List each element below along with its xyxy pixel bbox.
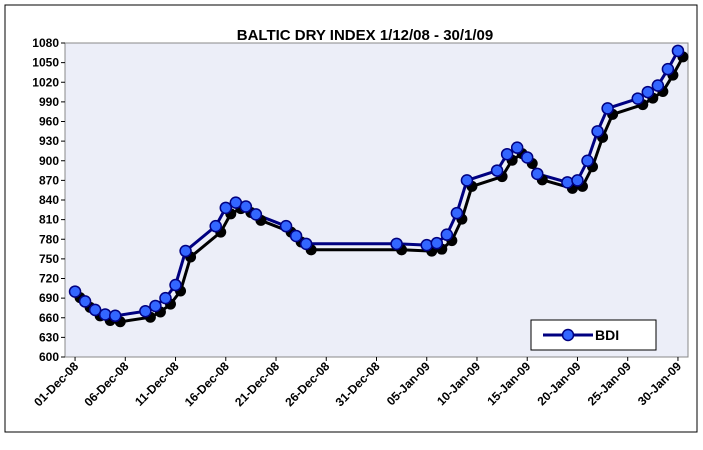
marker bbox=[430, 236, 444, 250]
marker bbox=[531, 167, 544, 181]
marker bbox=[88, 303, 102, 317]
marker bbox=[460, 174, 474, 187]
marker bbox=[440, 228, 454, 241]
y-tick-label: 720 bbox=[39, 272, 59, 286]
y-tick-label: 840 bbox=[39, 193, 59, 207]
marker bbox=[139, 304, 152, 318]
marker bbox=[500, 147, 514, 161]
marker bbox=[591, 125, 604, 138]
marker bbox=[390, 237, 403, 251]
marker bbox=[661, 62, 675, 76]
y-tick-label: 1050 bbox=[32, 56, 59, 70]
y-tick-label: 630 bbox=[39, 330, 59, 344]
marker bbox=[78, 295, 92, 308]
marker bbox=[169, 278, 182, 292]
marker bbox=[159, 291, 172, 305]
marker bbox=[601, 102, 614, 115]
marker bbox=[209, 219, 222, 233]
marker bbox=[490, 164, 504, 177]
marker bbox=[289, 229, 303, 243]
y-tick-label: 930 bbox=[39, 134, 59, 148]
marker bbox=[249, 208, 263, 221]
marker bbox=[450, 206, 464, 220]
y-tick-label: 1080 bbox=[32, 36, 59, 50]
marker bbox=[299, 237, 313, 251]
marker bbox=[641, 85, 655, 99]
y-tick-label: 810 bbox=[39, 213, 59, 227]
marker bbox=[631, 92, 645, 105]
y-tick-label: 690 bbox=[39, 291, 59, 305]
y-tick-label: 660 bbox=[39, 311, 59, 325]
marker bbox=[420, 238, 433, 252]
legend-label: BDI bbox=[595, 327, 619, 343]
y-tick-label: 780 bbox=[39, 232, 59, 246]
marker bbox=[149, 299, 162, 313]
marker bbox=[651, 79, 665, 92]
marker bbox=[179, 244, 192, 258]
y-tick-label: 960 bbox=[39, 115, 59, 129]
legend-marker bbox=[561, 328, 575, 342]
marker bbox=[239, 200, 253, 213]
marker bbox=[510, 141, 524, 154]
marker bbox=[219, 201, 233, 215]
marker bbox=[671, 44, 685, 58]
marker bbox=[68, 285, 82, 298]
y-tick-label: 600 bbox=[39, 350, 59, 364]
chart-title: BALTIC DRY INDEX 1/12/08 - 30/1/09 bbox=[237, 27, 494, 44]
marker bbox=[561, 176, 574, 189]
y-tick-label: 750 bbox=[39, 252, 59, 266]
marker bbox=[108, 309, 122, 323]
marker bbox=[581, 154, 594, 167]
y-tick-label: 1020 bbox=[32, 75, 59, 89]
y-tick-label: 900 bbox=[39, 154, 59, 168]
marker bbox=[571, 174, 584, 187]
marker bbox=[279, 219, 293, 233]
y-tick-label: 870 bbox=[39, 173, 59, 187]
marker bbox=[520, 151, 534, 164]
y-tick-label: 990 bbox=[39, 95, 59, 109]
marker bbox=[98, 308, 112, 321]
